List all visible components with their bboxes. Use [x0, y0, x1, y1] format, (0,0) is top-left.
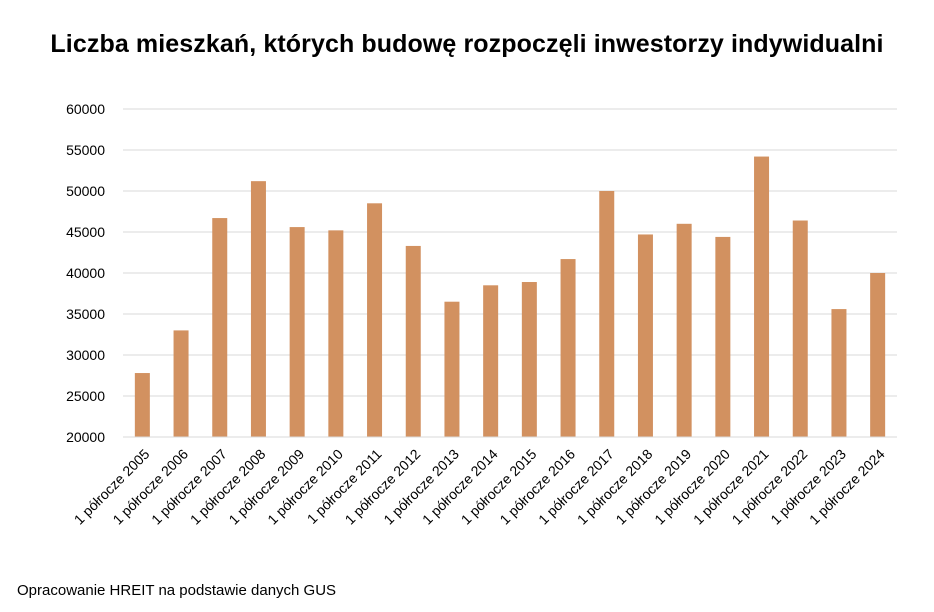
bar-1-półrocze-2019: [676, 223, 692, 437]
y-tick-label: 50000: [66, 183, 105, 199]
source-note: Opracowanie HREIT na podstawie danych GU…: [17, 582, 337, 599]
bar-1-półrocze-2018: [637, 234, 653, 437]
bar-1-półrocze-2013: [444, 301, 460, 437]
y-tick-label: 40000: [66, 265, 105, 281]
bar-1-półrocze-2017: [599, 191, 615, 437]
bar-1-półrocze-2009: [289, 227, 305, 437]
y-tick-label: 20000: [66, 429, 105, 445]
bar-1-półrocze-2014: [483, 285, 499, 437]
bars: [134, 156, 886, 437]
chart-title: Liczba mieszkań, których budowę rozpoczę…: [50, 30, 884, 58]
y-axis-tick-labels: 20000 25000 30000 35000 40000 45000 50000 55000…: [66, 101, 105, 445]
bar-1-półrocze-2016: [560, 259, 576, 437]
bar-1-półrocze-2010: [328, 230, 344, 437]
y-tick-label: 45000: [66, 224, 105, 240]
bar-1-półrocze-2007: [212, 218, 228, 437]
bar-1-półrocze-2006: [173, 330, 189, 437]
bar-1-półrocze-2021: [754, 156, 770, 437]
bar-1-półrocze-2023: [831, 309, 847, 437]
bar-1-półrocze-2020: [715, 236, 731, 437]
y-tick-label: 30000: [66, 347, 105, 363]
bar-1-półrocze-2005: [134, 373, 150, 437]
bar-1-półrocze-2022: [792, 220, 808, 437]
bar-1-półrocze-2015: [521, 282, 537, 437]
bar-1-półrocze-2011: [367, 203, 383, 437]
y-tick-label: 60000: [66, 101, 105, 117]
bar-1-półrocze-2008: [250, 181, 266, 437]
bar-1-półrocze-2024: [870, 273, 886, 437]
bar-1-półrocze-2012: [405, 245, 421, 437]
gridlines: [123, 108, 897, 397]
y-tick-label: 35000: [66, 306, 105, 322]
y-tick-label: 25000: [66, 388, 105, 404]
y-tick-label: 55000: [66, 142, 105, 158]
